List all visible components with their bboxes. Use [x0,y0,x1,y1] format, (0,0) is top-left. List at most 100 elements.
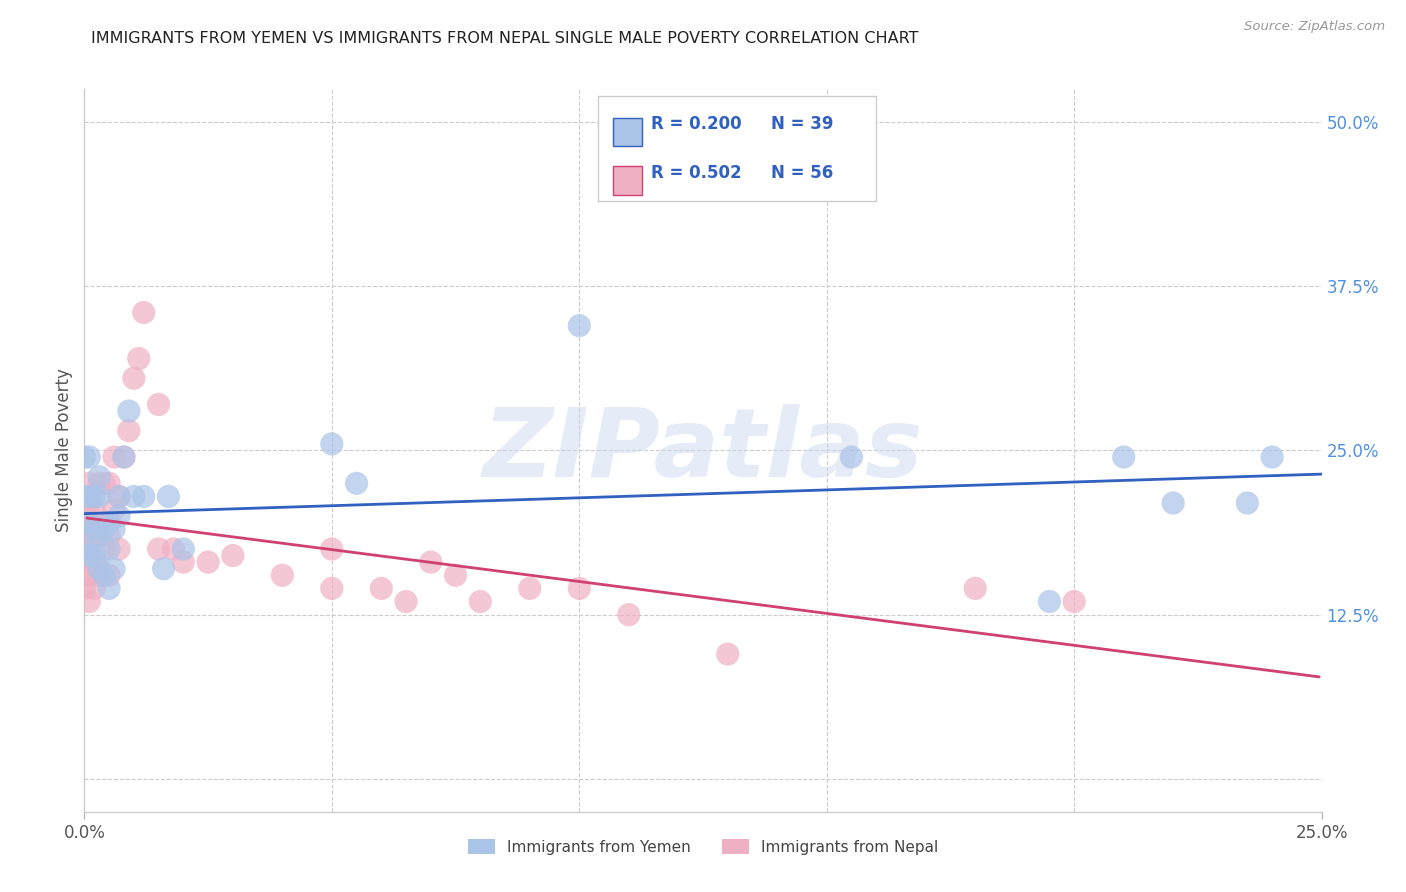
Point [1038,594,1060,608]
Point [103,450,125,464]
Point [717,647,740,661]
Legend: Immigrants from Yemen, Immigrants from Nepal: Immigrants from Yemen, Immigrants from N… [468,838,938,855]
Point [89,529,111,543]
Point [89,516,111,530]
Point [83,555,105,569]
Point [1112,450,1135,464]
Point [841,450,863,464]
Point [73,541,96,556]
Point [73,582,96,596]
Point [419,555,441,569]
Y-axis label: Single Male Poverty: Single Male Poverty [55,368,73,533]
Point [112,450,135,464]
Point [89,490,111,504]
Point [73,529,96,543]
Point [73,568,96,582]
Point [79,476,101,491]
Text: R = 0.502: R = 0.502 [651,164,741,182]
Text: Source: ZipAtlas.com: Source: ZipAtlas.com [1244,20,1385,33]
Point [79,549,101,563]
Text: N = 39: N = 39 [770,115,834,134]
Point [89,476,111,491]
Point [370,582,392,596]
Point [108,490,131,504]
Point [79,594,101,608]
Text: ZIPatlas: ZIPatlas [482,404,924,497]
Point [79,450,101,464]
Point [1161,496,1184,510]
Point [73,450,96,464]
Point [148,541,170,556]
Point [118,424,141,438]
Point [321,582,343,596]
Point [89,562,111,576]
Point [79,555,101,569]
Point [172,541,194,556]
Point [395,594,418,608]
Point [73,541,96,556]
Text: R = 0.200: R = 0.200 [651,115,741,134]
FancyBboxPatch shape [613,167,643,194]
FancyBboxPatch shape [613,118,643,146]
Point [83,549,105,563]
Point [98,568,121,582]
Point [79,535,101,549]
Point [152,562,174,576]
Point [73,502,96,516]
Point [79,516,101,530]
Point [93,541,115,556]
Point [568,582,591,596]
Point [222,549,245,563]
Point [197,555,219,569]
Point [122,371,145,385]
Point [271,568,294,582]
Point [103,562,125,576]
Point [83,582,105,596]
Point [79,496,101,510]
Point [444,568,467,582]
Point [83,529,105,543]
Point [346,476,368,491]
Point [112,450,135,464]
Point [93,568,115,582]
Point [1261,450,1284,464]
Point [122,490,145,504]
Point [108,541,131,556]
Text: IMMIGRANTS FROM YEMEN VS IMMIGRANTS FROM NEPAL SINGLE MALE POVERTY CORRELATION C: IMMIGRANTS FROM YEMEN VS IMMIGRANTS FROM… [91,31,920,46]
Point [98,582,121,596]
Point [83,522,105,536]
Point [519,582,541,596]
Point [98,529,121,543]
Point [108,490,131,504]
Point [321,437,343,451]
Point [172,555,194,569]
Point [128,351,150,366]
Point [79,490,101,504]
Point [79,568,101,582]
Point [470,594,492,608]
Point [73,555,96,569]
Point [103,502,125,516]
FancyBboxPatch shape [598,96,876,202]
Point [108,509,131,524]
Point [1236,496,1258,510]
Point [568,318,591,333]
Point [321,541,343,556]
Point [1063,594,1085,608]
Point [93,476,115,491]
Point [132,490,155,504]
Point [103,522,125,536]
Point [89,469,111,483]
Point [98,516,121,530]
Point [98,541,121,556]
Point [148,397,170,411]
Point [83,490,105,504]
Point [79,516,101,530]
Point [98,476,121,491]
Point [132,305,155,319]
Text: N = 56: N = 56 [770,164,834,182]
Point [83,502,105,516]
Point [965,582,987,596]
Point [89,568,111,582]
Point [73,516,96,530]
